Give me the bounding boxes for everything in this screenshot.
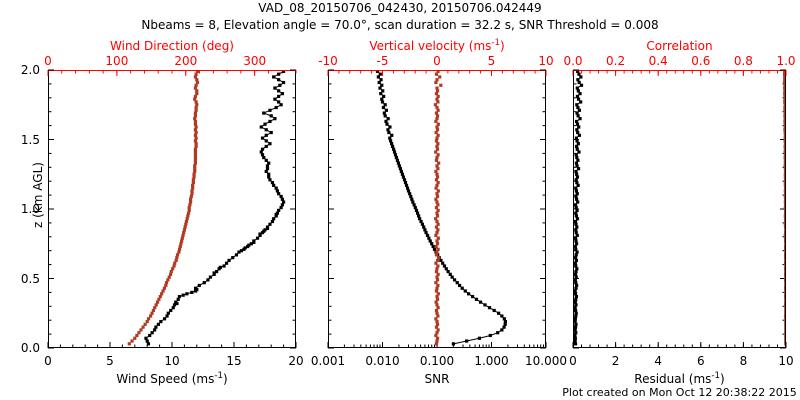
series-correlation [782, 71, 785, 346]
top-axis-title-panel-1: Wind Direction (deg) [110, 39, 234, 53]
bottom-axis-title-panel-3: Residual (ms-1) [634, 371, 725, 386]
xtick-label-panel-3: 6 [696, 354, 705, 368]
top-xtick-label-panel-1: 300 [243, 54, 267, 68]
ytick-label: 2.0 [20, 63, 40, 77]
bottom-axis-title-panel-1: Wind Speed (ms-1) [116, 371, 228, 386]
xtick-label-panel-2: 0.010 [365, 354, 400, 368]
top-xtick-label-panel-3: 0.4 [648, 54, 668, 68]
top-xtick-label-panel-3: 0.8 [733, 54, 753, 68]
top-xtick-label-panel-3: 1.0 [776, 54, 796, 68]
top-xtick-label-panel-2: -5 [376, 54, 389, 68]
ytick-label: 1.0 [20, 202, 40, 216]
xtick-label-panel-3: 4 [654, 354, 663, 368]
top-xtick-label-panel-2: 0 [433, 54, 441, 68]
xtick-label-panel-1: 15 [226, 354, 242, 368]
series-wind-direction [127, 71, 200, 346]
series-vertical-velocity [433, 71, 443, 346]
top-xtick-label-panel-3: 0.2 [606, 54, 626, 68]
xtick-label-panel-3: 8 [739, 354, 748, 368]
xtick-label-panel-2: 0.100 [419, 354, 455, 368]
ytick-label: 0.5 [20, 271, 40, 286]
xtick-label-panel-3: 10 [778, 354, 794, 368]
xtick-label-panel-1: 10 [164, 354, 180, 368]
top-xtick-label-panel-2: -10 [318, 54, 338, 68]
bottom-axis-title-panel-2: SNR [424, 372, 450, 386]
xtick-label-panel-1: 0 [44, 354, 52, 368]
xtick-label-panel-2: 10.000 [525, 354, 567, 368]
top-xtick-label-panel-2: 10 [538, 54, 554, 68]
ytick-label: 0.0 [20, 341, 40, 355]
series-residual [574, 71, 584, 346]
xtick-label-panel-2: 1.000 [474, 354, 509, 368]
top-axis-title-panel-3: Correlation [646, 39, 713, 53]
plot-created-note: Plot created on Mon Oct 12 20:38:22 2015 [562, 386, 797, 399]
xtick-label-panel-1: 5 [106, 354, 114, 368]
plot-panel-3 [573, 70, 786, 348]
ytick-label: 1.5 [20, 132, 40, 147]
top-axis-title-panel-2: Vertical velocity (ms-1) [369, 38, 505, 53]
top-xtick-label-panel-2: 5 [487, 54, 496, 68]
series-snr [375, 71, 508, 346]
top-xtick-label-panel-1: 100 [105, 54, 129, 68]
top-xtick-label-panel-3: 0.0 [563, 54, 583, 68]
xtick-label-panel-3: 0 [569, 354, 577, 368]
xtick-label-panel-3: 2 [611, 354, 620, 368]
xtick-label-panel-1: 20 [288, 354, 304, 368]
top-xtick-label-panel-1: 200 [174, 54, 198, 68]
plot-panel-1 [48, 70, 296, 348]
series-wind-speed [144, 71, 286, 346]
xtick-label-panel-2: 0.001 [310, 354, 346, 368]
figure-title: VAD_08_20150706_042430, 20150706.042449 [258, 1, 542, 15]
top-xtick-label-panel-3: 0.6 [691, 54, 711, 68]
figure-subtitle: Nbeams = 8, Elevation angle = 70.0°, sca… [141, 18, 659, 32]
top-xtick-label-panel-1: 0 [44, 54, 52, 68]
